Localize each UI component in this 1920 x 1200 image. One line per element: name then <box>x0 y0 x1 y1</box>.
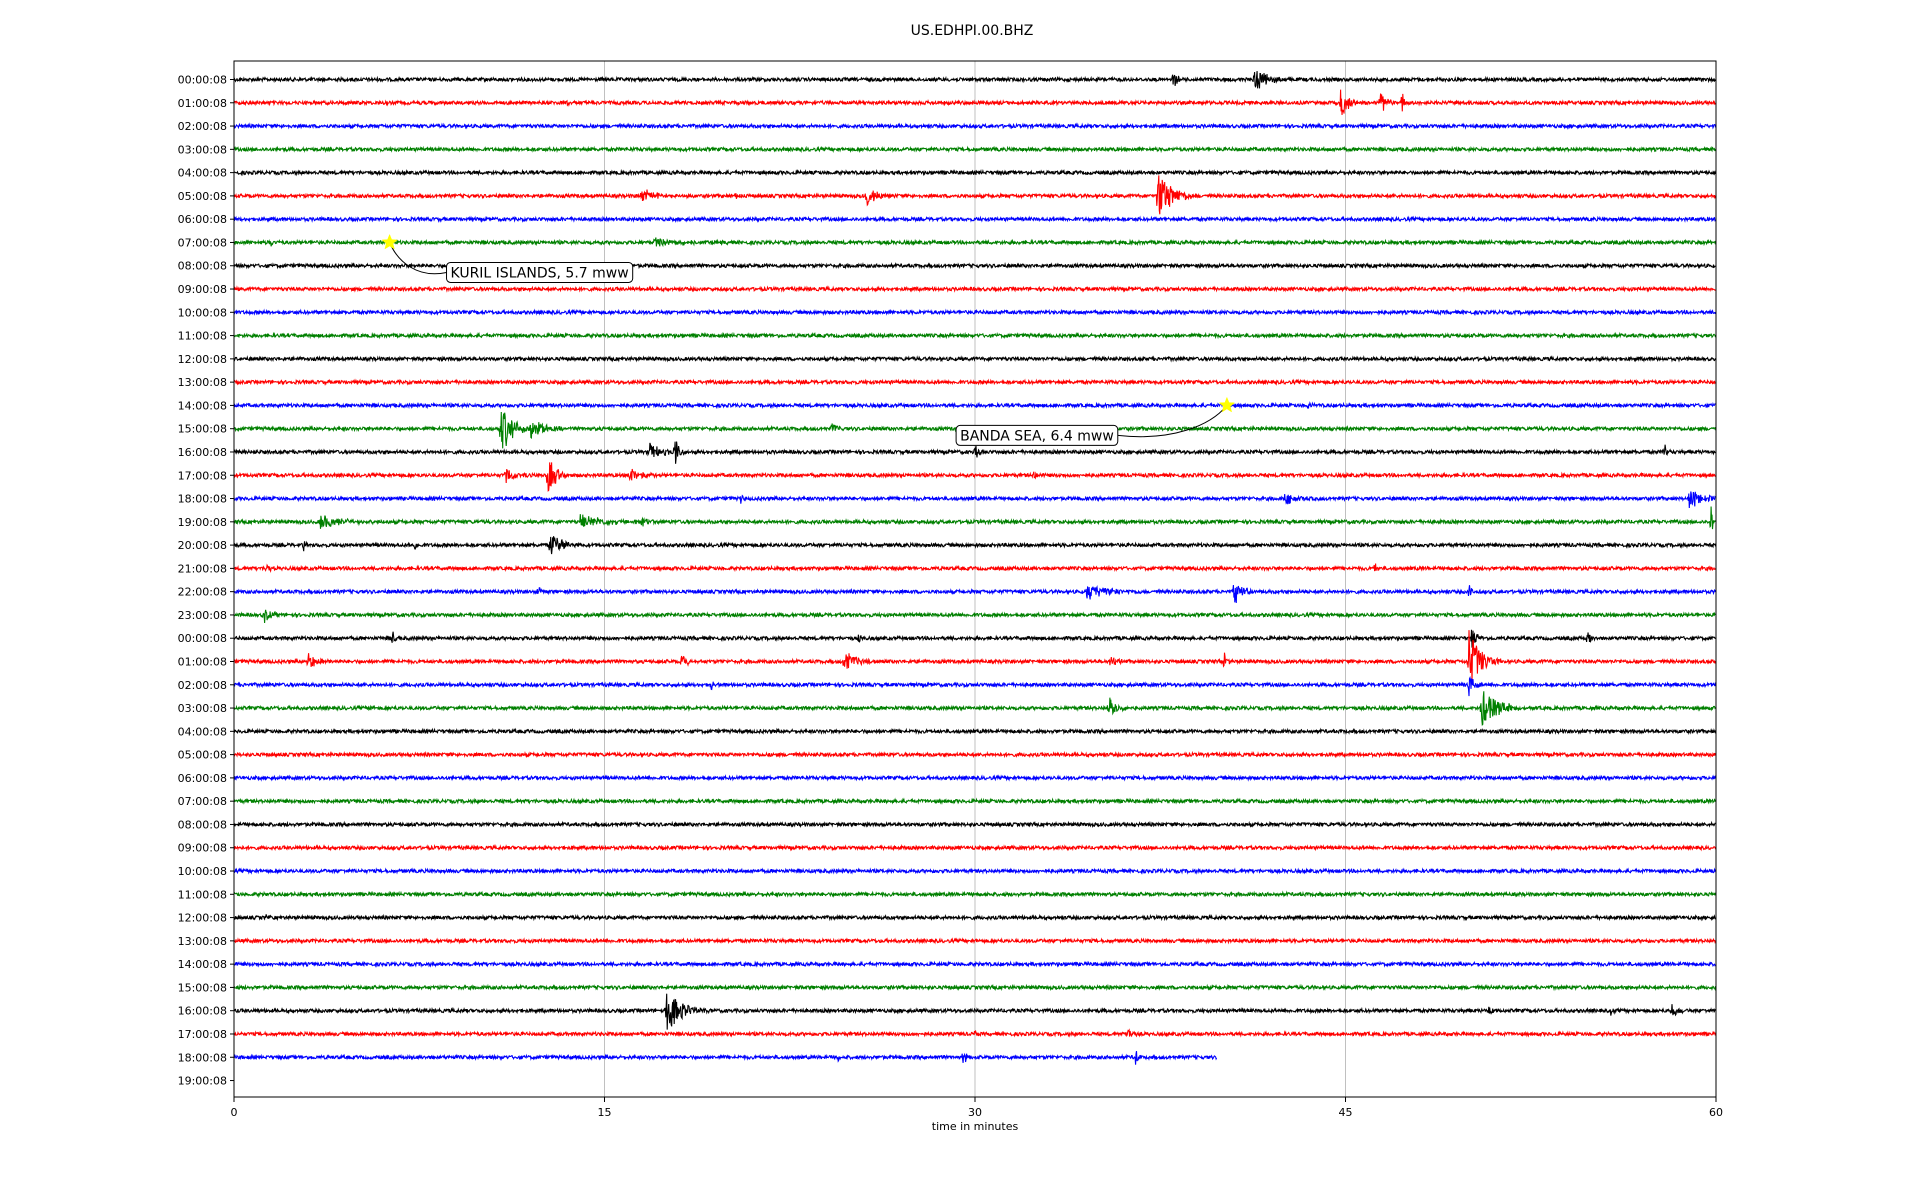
row-label-30: 06:00:08 <box>178 772 227 785</box>
row-label-28: 04:00:08 <box>178 725 227 738</box>
row-label-35: 11:00:08 <box>178 888 227 901</box>
row-label-9: 09:00:08 <box>178 283 227 296</box>
row-label-16: 16:00:08 <box>178 446 227 459</box>
x-tick-label-60: 60 <box>1709 1106 1723 1119</box>
row-label-22: 22:00:08 <box>178 586 227 599</box>
annotation-connector-0 <box>390 243 447 274</box>
row-label-23: 23:00:08 <box>178 609 227 622</box>
row-label-25: 01:00:08 <box>178 656 227 669</box>
trace-row-30 <box>234 776 1716 779</box>
row-label-27: 03:00:08 <box>178 702 227 715</box>
x-tick-label-45: 45 <box>1339 1106 1353 1119</box>
row-label-19: 19:00:08 <box>178 516 227 529</box>
row-label-20: 20:00:08 <box>178 539 227 552</box>
row-label-24: 00:00:08 <box>178 632 227 645</box>
row-label-13: 13:00:08 <box>178 376 227 389</box>
row-label-14: 14:00:08 <box>178 399 227 412</box>
row-label-40: 16:00:08 <box>178 1005 227 1018</box>
row-label-43: 19:00:08 <box>178 1075 227 1088</box>
row-labels: 00:00:08 01:00:08 02:00:08 03:00:08 04:00:08… <box>178 74 234 1088</box>
row-label-42: 18:00:08 <box>178 1051 227 1064</box>
trace-row-32 <box>234 823 1716 826</box>
row-label-38: 14:00:08 <box>178 958 227 971</box>
row-label-4: 04:00:08 <box>178 167 227 180</box>
row-label-21: 21:00:08 <box>178 562 227 575</box>
row-label-10: 10:00:08 <box>178 306 227 319</box>
row-label-26: 02:00:08 <box>178 679 227 692</box>
row-label-1: 01:00:08 <box>178 97 227 110</box>
trace-row-31 <box>234 800 1716 803</box>
row-label-5: 05:00:08 <box>178 190 227 203</box>
row-label-41: 17:00:08 <box>178 1028 227 1041</box>
row-label-17: 17:00:08 <box>178 469 227 482</box>
x-tick-label-30: 30 <box>968 1106 982 1119</box>
row-label-15: 15:00:08 <box>178 423 227 436</box>
trace-row-28 <box>234 730 1716 733</box>
trace-row-10 <box>234 311 1716 314</box>
row-label-32: 08:00:08 <box>178 818 227 831</box>
annotation-label-0: KURIL ISLANDS, 5.7 mww <box>451 265 629 281</box>
row-label-6: 06:00:08 <box>178 213 227 226</box>
trace-row-42 <box>234 1051 1217 1065</box>
x-axis-label: time in minutes <box>932 1120 1019 1133</box>
row-label-12: 12:00:08 <box>178 353 227 366</box>
row-label-2: 02:00:08 <box>178 120 227 133</box>
trace-row-12 <box>234 357 1716 360</box>
row-label-0: 00:00:08 <box>178 74 227 87</box>
row-label-18: 18:00:08 <box>178 493 227 506</box>
row-label-31: 07:00:08 <box>178 795 227 808</box>
row-label-37: 13:00:08 <box>178 935 227 948</box>
row-label-8: 08:00:08 <box>178 260 227 273</box>
row-label-39: 15:00:08 <box>178 981 227 994</box>
row-label-29: 05:00:08 <box>178 749 227 762</box>
x-tick-label-15: 15 <box>598 1106 612 1119</box>
row-label-11: 11:00:08 <box>178 330 227 343</box>
annotation-star-1 <box>1219 397 1234 412</box>
row-label-33: 09:00:08 <box>178 842 227 855</box>
row-label-7: 07:00:08 <box>178 236 227 249</box>
x-tick-label-0: 0 <box>231 1106 238 1119</box>
x-axis-ticks: 0 15 30 45 60 <box>231 1097 1724 1119</box>
chart-title: US.EDHPI.00.BHZ <box>911 23 1034 39</box>
row-label-3: 03:00:08 <box>178 143 227 156</box>
row-label-34: 10:00:08 <box>178 865 227 878</box>
annotation-connector-1 <box>1118 405 1227 436</box>
annotation-star-0 <box>382 235 397 249</box>
annotation-label-1: BANDA SEA, 6.4 mww <box>960 428 1114 444</box>
row-label-36: 12:00:08 <box>178 912 227 925</box>
